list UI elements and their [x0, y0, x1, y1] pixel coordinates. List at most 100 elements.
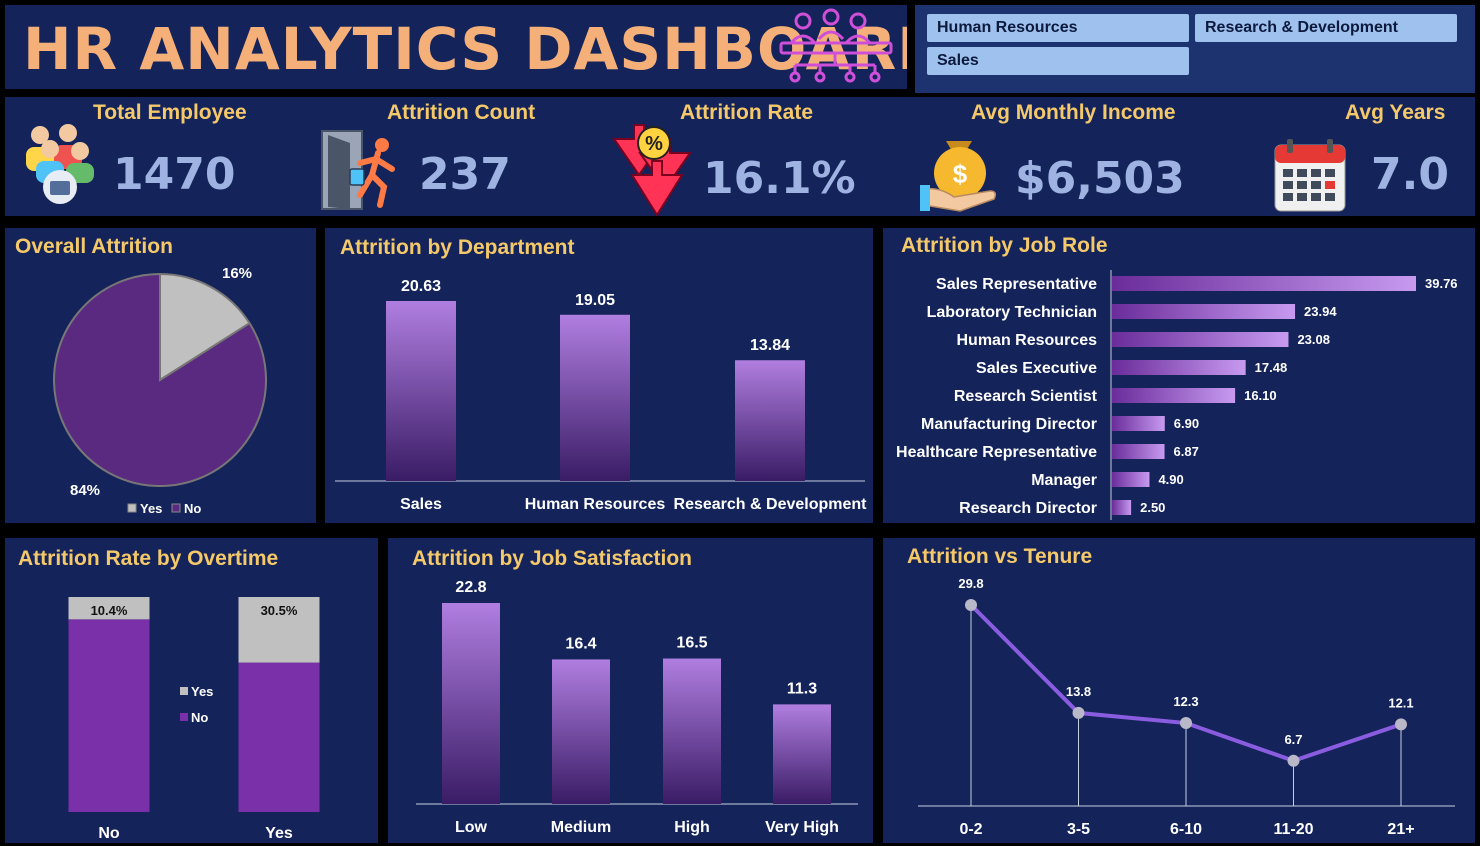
- chart-title: Attrition by Job Role: [901, 234, 1108, 257]
- kpi-value-attrition-count: 237: [419, 149, 511, 200]
- x-tick-label: Medium: [551, 819, 611, 836]
- x-tick-label: Low: [455, 819, 488, 836]
- y-tick-label: Healthcare Representative: [896, 444, 1097, 461]
- chart-title: Attrition by Job Satisfaction: [412, 547, 693, 570]
- bar-value-label: 39.76: [1425, 276, 1458, 291]
- point-value-label: 12.3: [1173, 694, 1198, 709]
- x-tick-label: 6-10: [1170, 821, 1202, 838]
- department-panel: Attrition by Department 20.63 Sales 19.05 H…: [325, 228, 873, 523]
- kpi-label-avg-monthly-income: Avg Monthly Income: [971, 101, 1176, 124]
- x-tick-label: 3-5: [1067, 821, 1090, 838]
- bar-value-label: 10.4%: [91, 603, 128, 618]
- x-tick-label: Research & Development: [674, 496, 868, 513]
- bar-value-label: 20.63: [401, 278, 441, 295]
- y-tick-label: Laboratory Technician: [927, 304, 1097, 321]
- bar-value-label: 4.90: [1158, 472, 1183, 487]
- x-tick-label: 21+: [1387, 821, 1414, 838]
- x-tick-label: Yes: [265, 825, 293, 842]
- y-tick-label: Sales Executive: [976, 360, 1097, 377]
- bar-no-0: [68, 619, 150, 812]
- bar-1: [560, 314, 630, 481]
- bar-2: [1112, 332, 1289, 347]
- legend-swatch-no: [180, 713, 188, 721]
- bar-4: [1112, 388, 1236, 403]
- pie-label-yes: 16%: [222, 265, 252, 282]
- bar-2: [663, 658, 721, 804]
- data-point: [965, 599, 977, 611]
- bar-value-label: 17.48: [1255, 360, 1288, 375]
- kpi-value-attrition-rate: 16.1%: [703, 153, 856, 204]
- data-point: [1072, 706, 1085, 719]
- x-tick-label: No: [98, 825, 120, 842]
- page-title: HR ANALYTICS DASHBOARD: [23, 15, 907, 83]
- bar-value-label: 19.05: [575, 292, 615, 309]
- slicer-human-resources[interactable]: Human Resources: [927, 14, 1189, 42]
- kpi-value-total-employee: 1470: [113, 149, 236, 200]
- bar-value-label: 6.90: [1174, 416, 1199, 431]
- overall-attrition-panel: Overall Attrition 16% 84% Yes No: [5, 228, 316, 523]
- y-tick-label: Research Director: [959, 500, 1097, 517]
- bar-no-1: [238, 662, 320, 812]
- x-tick-label: Human Resources: [525, 496, 666, 513]
- bar-yes-0: [68, 597, 150, 620]
- legend-swatch-yes: [127, 503, 137, 513]
- kpi-label-total-employee: Total Employee: [93, 101, 247, 124]
- chart-title: Attrition by Department: [340, 236, 575, 259]
- data-point: [1287, 754, 1300, 767]
- bar-value-label: 13.84: [750, 337, 790, 354]
- data-point: [1180, 717, 1192, 730]
- attrition-by-job-role-chart: Sales Representative 39.76 Laboratory Tech…: [896, 270, 1458, 520]
- bar-value-label: 6.87: [1174, 444, 1199, 459]
- chart-title: Overall Attrition: [15, 235, 173, 258]
- header-panel: HR ANALYTICS DASHBOARD: [5, 5, 907, 89]
- bar-value-label: 23.94: [1304, 304, 1337, 319]
- chart-title: Attrition Rate by Overtime: [18, 547, 279, 570]
- kpi-value-avg-monthly-income: $6,503: [1015, 153, 1185, 204]
- kpi-label-attrition-count: Attrition Count: [387, 101, 536, 124]
- slicer-research-development[interactable]: Research & Development: [1195, 14, 1457, 42]
- attrition-by-overtime-chart: 10.4% No 30.5% Yes Yes No: [68, 597, 320, 842]
- x-tick-label: High: [674, 819, 710, 836]
- svg-text:$: $: [953, 159, 968, 189]
- pie-slice-no: [53, 272, 267, 487]
- kpi-panel: Total Employee 1470 Attrition Count 237 …: [5, 97, 1475, 216]
- data-point: [1395, 718, 1407, 731]
- point-value-label: 6.7: [1284, 732, 1302, 747]
- bar-0: [1112, 276, 1416, 291]
- legend-swatch-yes: [180, 687, 188, 695]
- bar-value-label: 16.4: [565, 635, 596, 652]
- slicer-sales[interactable]: Sales: [927, 47, 1189, 75]
- kpi-label-avg-years: Avg Years: [1345, 101, 1446, 124]
- legend-label-no: No: [184, 501, 201, 516]
- percent-down-arrow-icon: %: [612, 124, 692, 216]
- overtime-panel: Attrition Rate by Overtime 10.4% No 30.5% Y…: [5, 538, 378, 843]
- tenure-panel: Attrition vs Tenure 29.8 0-2 13.8 3-5 12.3 6-…: [883, 538, 1475, 843]
- bar-0: [442, 603, 500, 804]
- x-tick-label: Sales: [400, 496, 442, 513]
- bar-value-label: 22.8: [455, 579, 486, 596]
- money-bag-icon: $: [920, 141, 997, 212]
- team-network-icon: [779, 8, 893, 83]
- legend-label-yes: Yes: [140, 501, 162, 516]
- bar-value-label: 2.50: [1140, 500, 1165, 515]
- bar-5: [1112, 416, 1165, 431]
- bar-2: [735, 360, 805, 481]
- legend-label-yes: Yes: [191, 684, 213, 699]
- bar-value-label: 30.5%: [261, 603, 298, 618]
- bar-value-label: 16.10: [1244, 388, 1277, 403]
- job-role-panel: Attrition by Job Role Sales Representati…: [883, 228, 1475, 523]
- job-satisfaction-panel: Attrition by Job Satisfaction 22.8 Low 16.…: [388, 538, 873, 843]
- pie-slice-yes: [159, 272, 251, 382]
- kpi-label-attrition-rate: Attrition Rate: [680, 101, 813, 124]
- bar-yes-1: [238, 597, 320, 663]
- bar-7: [1112, 472, 1150, 487]
- overall-attrition-pie: 16% 84% Yes No: [53, 265, 267, 516]
- bar-value-label: 11.3: [787, 680, 817, 697]
- point-value-label: 12.1: [1388, 695, 1413, 710]
- people-icon: [26, 124, 94, 204]
- x-tick-label: 11-20: [1273, 821, 1313, 838]
- calendar-icon: [1274, 139, 1346, 212]
- y-tick-label: Sales Representative: [936, 276, 1097, 293]
- bar-1: [552, 659, 610, 804]
- department-slicer: Human Resources Research & Development S…: [915, 5, 1475, 93]
